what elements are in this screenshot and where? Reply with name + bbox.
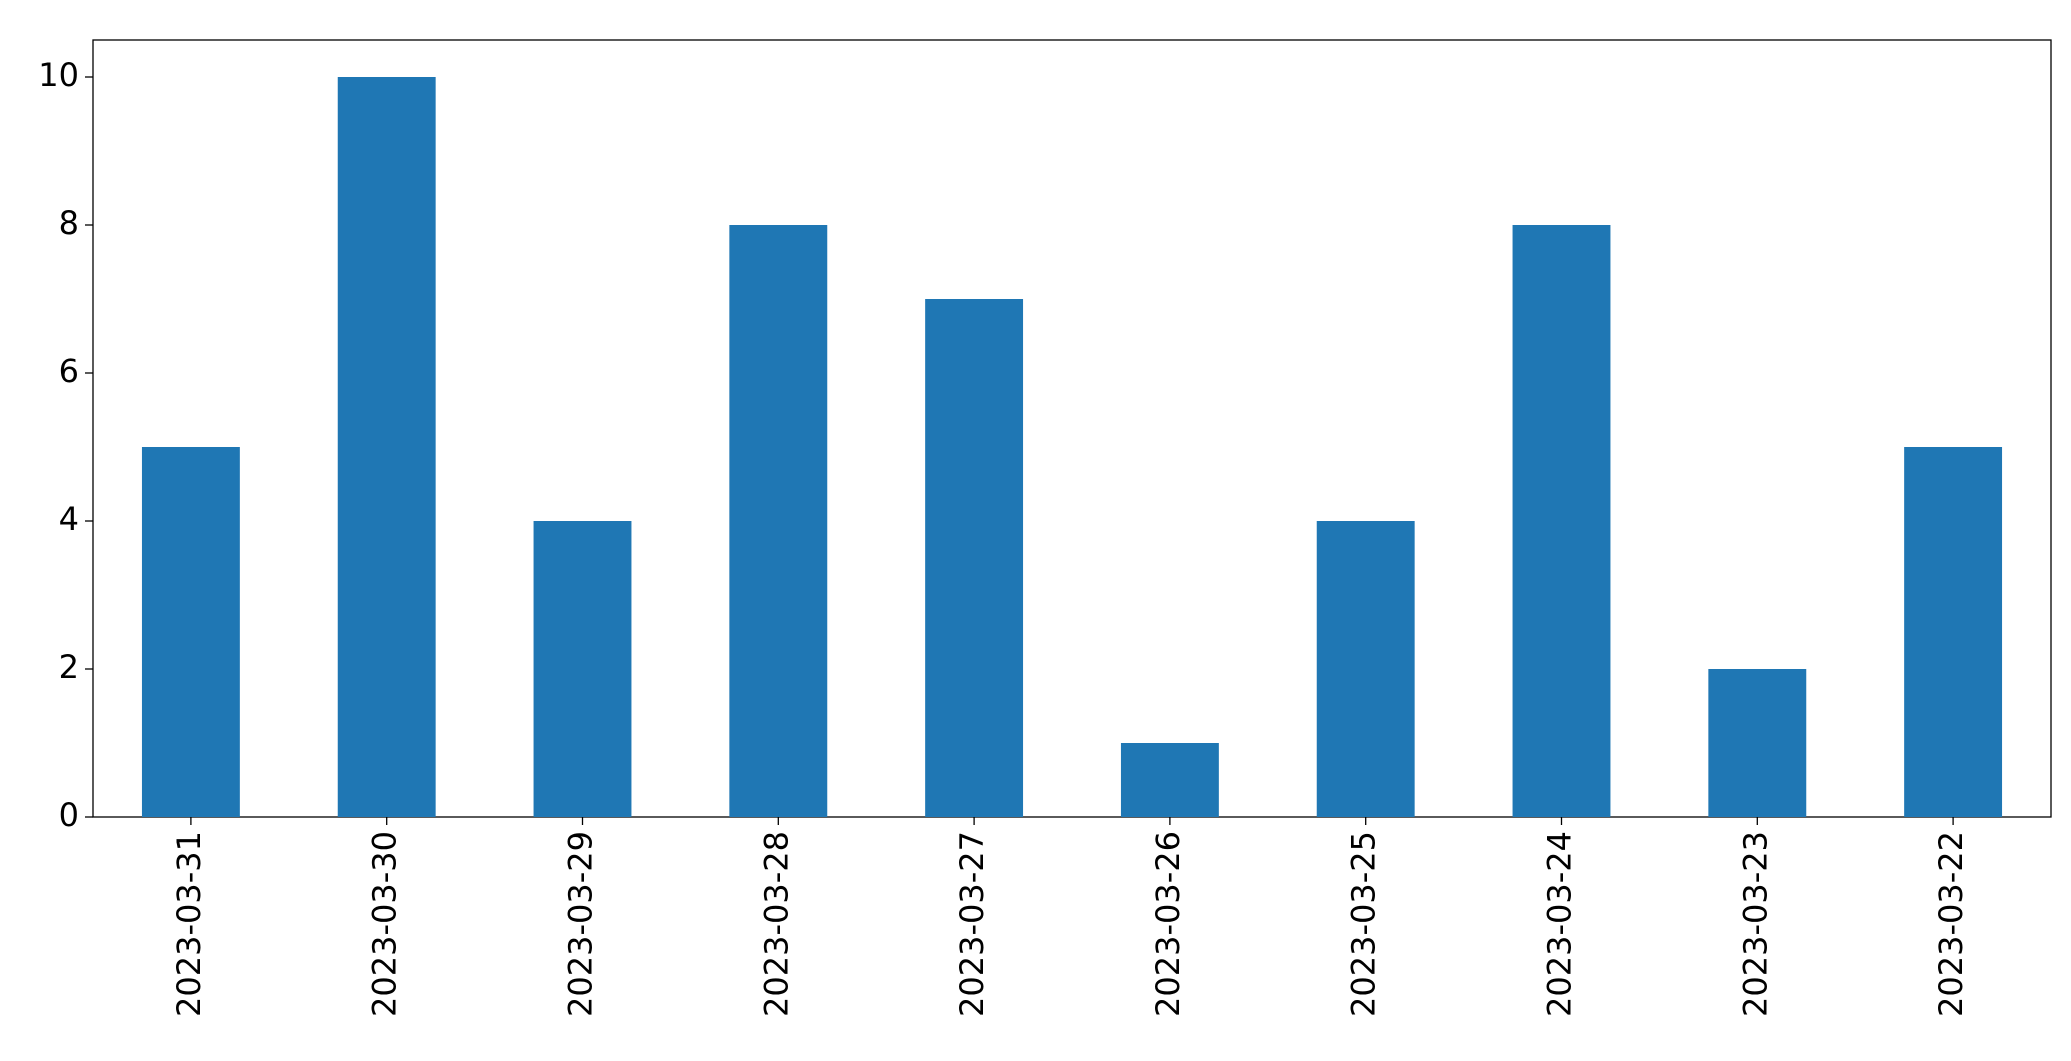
- x-tick-label: 2023-03-26: [1149, 831, 1187, 1017]
- x-tick-label: 2023-03-24: [1541, 831, 1579, 1017]
- y-tick-label: 6: [59, 352, 79, 390]
- x-tick-label: 2023-03-25: [1345, 831, 1383, 1017]
- y-tick-label: 2: [59, 648, 79, 686]
- y-tick-label: 0: [59, 796, 79, 834]
- x-tick-label: 2023-03-23: [1736, 831, 1774, 1017]
- bar: [1708, 669, 1807, 817]
- bar: [925, 299, 1024, 817]
- bar: [1120, 743, 1219, 817]
- x-tick-label: 2023-03-30: [366, 831, 404, 1017]
- bar: [141, 447, 240, 817]
- bar: [1316, 521, 1415, 817]
- bar: [337, 77, 436, 817]
- y-tick-label: 4: [59, 500, 79, 538]
- y-tick-label: 8: [59, 204, 79, 242]
- x-tick-label: 2023-03-22: [1932, 831, 1970, 1017]
- x-tick-label: 2023-03-27: [953, 831, 991, 1017]
- bar: [533, 521, 632, 817]
- x-tick-label: 2023-03-31: [170, 831, 208, 1017]
- x-tick-label: 2023-03-28: [757, 831, 795, 1017]
- axes-frame: [92, 39, 2052, 818]
- bar: [1904, 447, 2003, 817]
- x-tick-label: 2023-03-29: [562, 831, 600, 1017]
- y-tick-label: 10: [38, 56, 79, 94]
- bar: [1512, 225, 1611, 817]
- bar: [729, 225, 828, 817]
